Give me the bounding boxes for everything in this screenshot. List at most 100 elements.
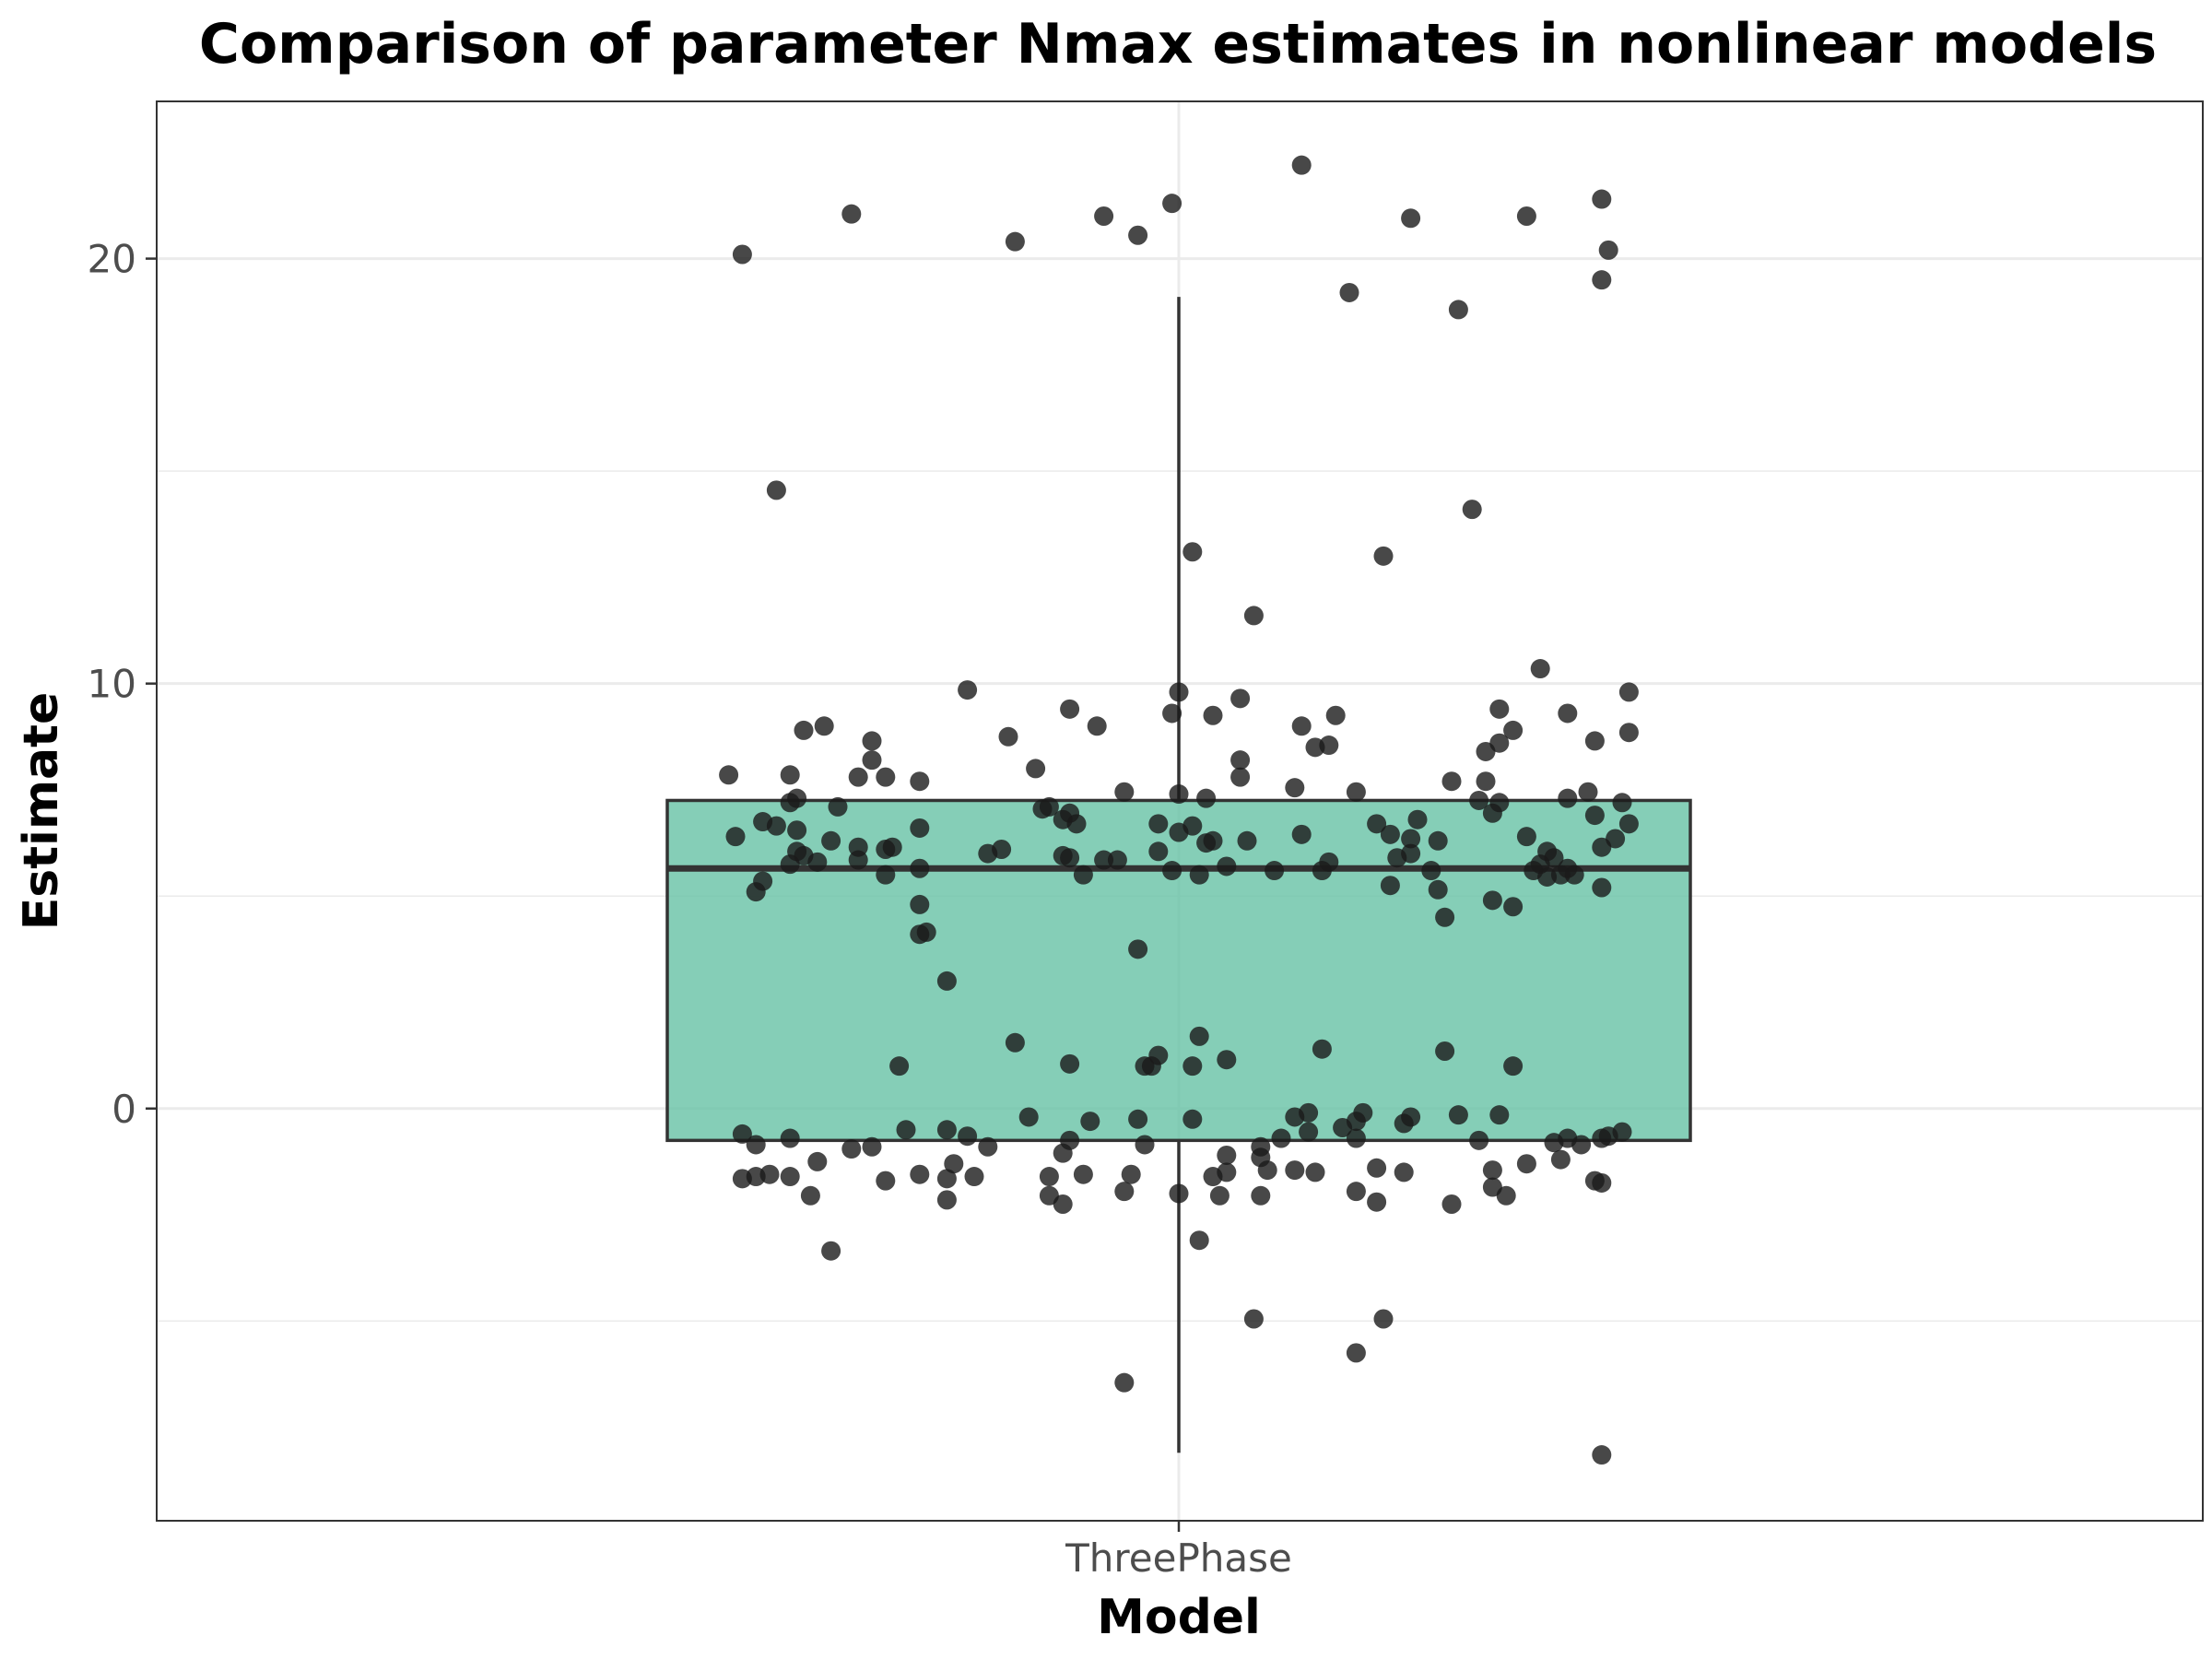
data-point (1516, 827, 1536, 847)
data-point (1592, 270, 1612, 290)
data-point (1401, 208, 1421, 229)
data-point (1189, 865, 1209, 885)
data-point (1421, 861, 1441, 881)
y-axis-title: Estimate (14, 692, 69, 931)
data-point (1285, 778, 1305, 798)
data-point (1217, 1162, 1237, 1182)
x-tick-label: ThreePhase (1065, 1535, 1292, 1581)
data-point (1482, 1160, 1502, 1181)
data-point (1299, 1102, 1319, 1123)
data-point (1346, 1182, 1366, 1202)
data-point (1196, 788, 1217, 808)
data-point (1346, 1343, 1366, 1363)
data-point (1618, 682, 1639, 702)
data-point (876, 767, 896, 787)
data-point (944, 1154, 964, 1174)
data-point (1503, 897, 1524, 917)
x-axis-title: Model (1097, 1590, 1261, 1645)
data-point (1618, 723, 1639, 743)
data-point (1128, 1109, 1148, 1129)
data-point (1087, 716, 1107, 736)
box-iqr (665, 798, 1692, 1143)
data-point (841, 204, 862, 224)
data-point (1571, 1135, 1592, 1155)
data-point (910, 894, 930, 914)
data-point (1530, 659, 1550, 679)
data-point (1564, 865, 1584, 885)
data-point (1271, 1128, 1291, 1148)
data-point (821, 830, 841, 851)
data-point (1353, 1102, 1373, 1123)
data-point (1618, 814, 1639, 834)
data-point (876, 865, 896, 885)
data-point (1387, 848, 1407, 868)
data-point (889, 1056, 910, 1077)
data-point (1114, 1372, 1135, 1393)
data-point (1319, 852, 1339, 872)
data-point (1550, 1149, 1571, 1170)
data-point (814, 716, 834, 736)
points-layer (719, 155, 1639, 1465)
data-point (1162, 703, 1182, 724)
data-point (1489, 1105, 1510, 1125)
data-point (1230, 750, 1251, 771)
data-point (1346, 782, 1366, 802)
data-point (1189, 1026, 1209, 1046)
data-point (1503, 720, 1524, 740)
data-point (1291, 155, 1312, 175)
y-tick-label: 10 (88, 662, 136, 707)
data-point (1312, 1039, 1332, 1059)
data-point (1182, 1109, 1203, 1129)
data-point (1265, 861, 1285, 881)
data-point (1441, 771, 1462, 792)
data-point (1217, 1050, 1237, 1070)
data-point (1496, 1185, 1516, 1206)
data-point (1367, 1192, 1387, 1212)
data-point (958, 680, 978, 700)
data-point (821, 1241, 841, 1261)
data-point (1516, 1154, 1536, 1174)
data-point (1230, 688, 1251, 709)
data-point (848, 767, 868, 787)
data-point (1401, 1107, 1421, 1127)
data-point (1367, 1158, 1387, 1178)
data-point (1189, 1230, 1209, 1251)
data-point (1441, 1194, 1462, 1214)
data-point (1380, 824, 1400, 844)
data-point (1128, 939, 1148, 959)
data-point (1209, 1185, 1230, 1206)
box-layer (665, 297, 1692, 1453)
data-point (1230, 767, 1251, 787)
data-point (1584, 806, 1605, 826)
data-point (958, 1126, 978, 1147)
data-point (732, 1124, 752, 1144)
data-point (1148, 841, 1169, 862)
data-point (1094, 206, 1114, 226)
data-point (1435, 907, 1455, 927)
data-point (1060, 1053, 1080, 1074)
data-point (1558, 703, 1578, 724)
data-point (1080, 1112, 1100, 1132)
data-point (1169, 682, 1189, 702)
data-point (992, 839, 1012, 859)
data-point (1121, 1164, 1141, 1184)
data-point (746, 1135, 766, 1155)
data-point (876, 1171, 896, 1191)
data-point (1407, 809, 1428, 830)
data-point (732, 244, 752, 265)
data-point (1039, 796, 1059, 817)
data-point (1169, 822, 1189, 842)
data-point (1592, 1172, 1612, 1193)
data-point (1394, 1162, 1414, 1182)
data-point (800, 1185, 820, 1206)
data-point (1448, 300, 1468, 320)
data-point (1135, 1135, 1155, 1155)
data-point (1428, 879, 1448, 900)
data-point (1169, 784, 1189, 805)
data-point (780, 1167, 800, 1187)
data-point (910, 771, 930, 792)
data-point (1612, 1122, 1632, 1142)
data-point (1148, 814, 1169, 834)
y-axis: 0 10 20 (88, 237, 157, 1132)
data-point (1578, 782, 1598, 802)
